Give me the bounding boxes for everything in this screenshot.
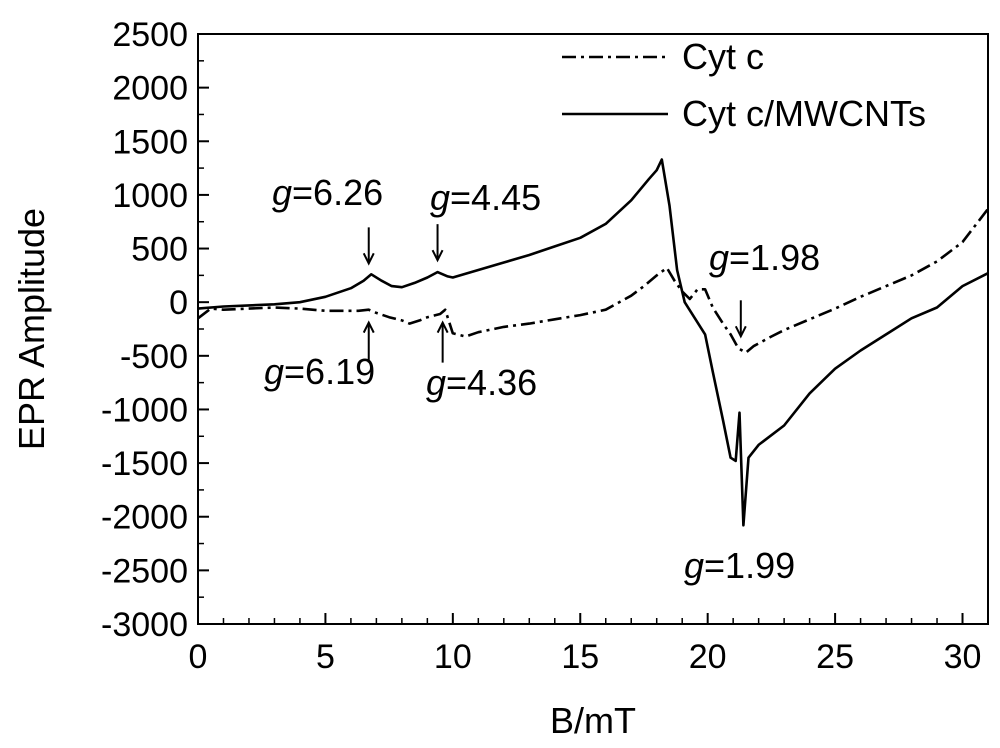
legend-label: Cyt c/MWCNTs [682, 93, 926, 134]
annotation-arrowhead [362, 252, 375, 266]
legend: Cyt c Cyt c/MWCNTs [562, 36, 926, 134]
x-tick-label: 30 [944, 638, 982, 676]
x-tick-label: 0 [189, 638, 208, 676]
g-factor-label: g=6.19 [264, 351, 375, 392]
y-tick-label: -3000 [101, 606, 188, 644]
y-tick-label: 1500 [112, 123, 188, 161]
annotation-arrowhead [734, 325, 747, 339]
y-axis: 2500 2000 1500 1000 500 0 -500 -1000 -1500 -2000 -… [101, 16, 209, 644]
x-tick-label: 25 [816, 638, 854, 676]
y-axis-title: EPR Amplitude [11, 208, 52, 450]
y-tick-label: -2000 [101, 499, 188, 537]
x-tick-label: 10 [434, 638, 472, 676]
g-factor-label: g=4.45 [430, 177, 541, 218]
x-axis-title: B/mT [550, 700, 636, 741]
series-layer [197, 158, 990, 527]
y-tick-label: 2500 [112, 16, 188, 54]
g-factor-label: g=1.99 [684, 545, 795, 586]
series-line-cyt-c [197, 208, 990, 354]
series-line-cyt-c-mwcnts [197, 158, 989, 527]
g-factor-label: g=4.36 [426, 362, 537, 403]
x-tick-label: 5 [316, 638, 335, 676]
y-tick-label: 1000 [112, 177, 188, 215]
annotation-layer: g=6.26 g=4.45 g=6.19 g=4.36 g=1.98 g=1.99 [264, 172, 820, 586]
y-tick-label: 500 [131, 231, 188, 269]
y-tick-label: 2000 [112, 70, 188, 108]
g-factor-label: g=6.26 [272, 172, 383, 213]
x-tick-label: 15 [561, 638, 599, 676]
y-tick-label: -1000 [101, 391, 188, 429]
y-tick-label: 0 [169, 284, 188, 322]
y-tick-label: -1500 [101, 445, 188, 483]
g-factor-label: g=1.98 [709, 237, 820, 278]
y-tick-label: -500 [120, 338, 188, 376]
x-axis: 0 5 10 15 20 25 30 [189, 613, 982, 676]
y-tick-label: -2500 [101, 552, 188, 590]
legend-label: Cyt c [682, 36, 764, 77]
x-tick-label: 20 [689, 638, 727, 676]
annotation-arrowhead [436, 320, 449, 334]
annotation-arrowhead [431, 249, 444, 263]
annotation-arrowhead [362, 320, 375, 334]
